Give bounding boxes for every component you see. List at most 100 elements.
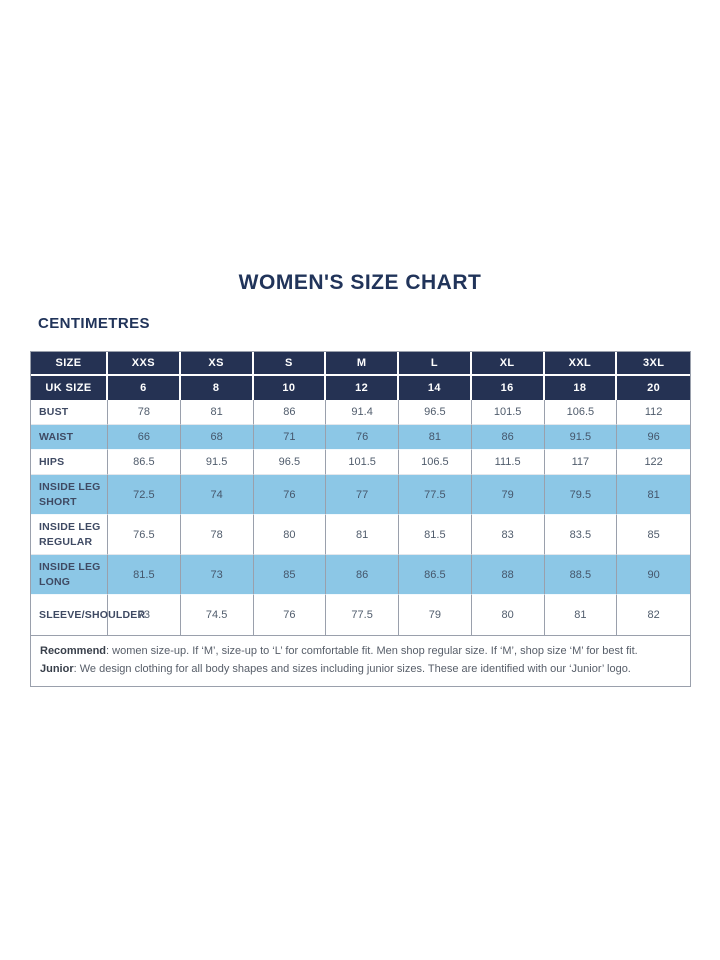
measurement-cell: 86.5 bbox=[399, 555, 472, 595]
table-row: INSIDE LEG SHORT 72.5 74 76 77 77.5 79 79.5 81 bbox=[31, 475, 690, 515]
measurement-cell: 73 bbox=[180, 555, 254, 595]
measurement-cell: 85 bbox=[617, 515, 690, 555]
measurement-cell: 96.5 bbox=[399, 400, 472, 425]
size-column-header: XL bbox=[471, 352, 545, 376]
row-label: SLEEVE/SHOULDER bbox=[31, 595, 145, 635]
size-column-header: 6 bbox=[108, 376, 181, 400]
row-label: HIPS bbox=[31, 450, 108, 475]
note-recommend-text: : women size-up. If ‘M’, size-up to ‘L’ … bbox=[106, 645, 638, 657]
size-column-header: 8 bbox=[180, 376, 254, 400]
measurement-cell: 86 bbox=[253, 400, 327, 425]
size-column-header: 16 bbox=[471, 376, 545, 400]
row-label: WAIST bbox=[31, 425, 108, 450]
measurement-cell: 96 bbox=[617, 425, 690, 450]
size-column-header: XXL bbox=[544, 352, 618, 376]
table-row: BUST 78 81 86 91.4 96.5 101.5 106.5 112 bbox=[31, 400, 690, 425]
size-column-header: L bbox=[399, 352, 472, 376]
measurement-cell: 73 bbox=[108, 595, 181, 635]
measurement-cell: 74.5 bbox=[180, 595, 254, 635]
measurement-cell: 90 bbox=[617, 555, 690, 595]
measurement-cell: 77.5 bbox=[399, 475, 472, 515]
measurement-cell: 78 bbox=[180, 515, 254, 555]
measurement-cell: 79.5 bbox=[544, 475, 618, 515]
measurement-cell: 76.5 bbox=[108, 515, 181, 555]
size-column-header: 3XL bbox=[617, 352, 690, 376]
header-row-label: SIZE bbox=[31, 352, 108, 376]
fit-notes: Recommend: women size-up. If ‘M’, size-u… bbox=[31, 635, 690, 686]
measurement-cell: 79 bbox=[471, 475, 545, 515]
measurement-cell: 76 bbox=[253, 475, 327, 515]
note-junior-label: Junior bbox=[40, 662, 74, 675]
page-title: WOMEN'S SIZE CHART bbox=[238, 271, 482, 294]
table-body: BUST 78 81 86 91.4 96.5 101.5 106.5 112 WAIST 66 68… bbox=[31, 400, 690, 635]
measurement-cell: 77 bbox=[326, 475, 399, 515]
units-label: CENTIMETRES bbox=[38, 315, 150, 332]
measurement-cell: 83.5 bbox=[544, 515, 618, 555]
measurement-cell: 83 bbox=[471, 515, 545, 555]
size-chart-box: SIZE XXS XS S M L XL XXL 3XL UK SIZE 6 8 10 12 14 16 18 2… bbox=[30, 351, 691, 688]
measurement-cell: 111.5 bbox=[471, 450, 545, 475]
measurement-cell: 86.5 bbox=[108, 450, 181, 475]
size-column-header: 14 bbox=[399, 376, 472, 400]
table-row: INSIDE LEG LONG 81.5 73 85 86 86.5 88 88.5 90 bbox=[31, 555, 690, 595]
header-row-label: UK SIZE bbox=[31, 376, 108, 400]
measurement-cell: 68 bbox=[180, 425, 254, 450]
measurement-cell: 101.5 bbox=[326, 450, 399, 475]
row-label: INSIDE LEG REGULAR bbox=[31, 515, 108, 555]
measurement-cell: 76 bbox=[326, 425, 399, 450]
measurement-cell: 80 bbox=[471, 595, 545, 635]
size-header-row: SIZE XXS XS S M L XL XXL 3XL bbox=[31, 352, 690, 376]
size-column-header: S bbox=[253, 352, 327, 376]
measurement-cell: 81 bbox=[544, 595, 618, 635]
measurement-cell: 88.5 bbox=[544, 555, 618, 595]
measurement-cell: 81 bbox=[617, 475, 690, 515]
measurement-cell: 80 bbox=[253, 515, 327, 555]
measurement-cell: 88 bbox=[471, 555, 545, 595]
measurement-cell: 74 bbox=[180, 475, 254, 515]
note-recommend-label: Recommend bbox=[40, 645, 107, 657]
measurement-cell: 106.5 bbox=[544, 400, 618, 425]
measurement-cell: 91.5 bbox=[544, 425, 618, 450]
measurement-cell: 81.5 bbox=[108, 555, 181, 595]
measurement-cell: 81.5 bbox=[399, 515, 472, 555]
measurement-cell: 76 bbox=[253, 595, 327, 635]
size-column-header: XXS bbox=[108, 352, 181, 376]
measurement-cell: 86 bbox=[326, 555, 399, 595]
measurement-cell: 96.5 bbox=[253, 450, 327, 475]
measurement-cell: 81 bbox=[399, 425, 472, 450]
measurement-cell: 71 bbox=[253, 425, 327, 450]
measurement-cell: 82 bbox=[617, 595, 690, 635]
measurement-cell: 81 bbox=[180, 400, 254, 425]
table-row: HIPS 86.5 91.5 96.5 101.5 106.5 111.5 117 122 bbox=[31, 450, 690, 475]
size-column-header: M bbox=[326, 352, 399, 376]
size-chart-table: SIZE XXS XS S M L XL XXL 3XL UK SIZE 6 8 10 12 14 16 18 2… bbox=[31, 352, 690, 635]
table-row: INSIDE LEG REGULAR 76.5 78 80 81 81.5 83 83.5 85 bbox=[31, 515, 690, 555]
note-recommend: Recommend: women size-up. If ‘M’, size-u… bbox=[40, 643, 681, 661]
size-column-header: 20 bbox=[617, 376, 690, 400]
measurement-cell: 72.5 bbox=[108, 475, 181, 515]
size-column-header: 10 bbox=[253, 376, 327, 400]
measurement-cell: 117 bbox=[544, 450, 618, 475]
size-column-header: 18 bbox=[544, 376, 618, 400]
table-head: SIZE XXS XS S M L XL XXL 3XL UK SIZE 6 8 10 12 14 16 18 2… bbox=[31, 352, 690, 400]
measurement-cell: 106.5 bbox=[399, 450, 472, 475]
measurement-cell: 86 bbox=[471, 425, 545, 450]
measurement-cell: 85 bbox=[253, 555, 327, 595]
measurement-cell: 81 bbox=[326, 515, 399, 555]
row-label: BUST bbox=[31, 400, 108, 425]
note-junior-text: : We design clothing for all body shapes… bbox=[73, 662, 631, 675]
measurement-cell: 77.5 bbox=[326, 595, 399, 635]
note-junior: Junior: We design clothing for all body … bbox=[40, 661, 681, 679]
measurement-cell: 91.5 bbox=[180, 450, 254, 475]
table-row: SLEEVE/SHOULDER 73 74.5 76 77.5 79 80 81 82 bbox=[31, 595, 690, 635]
measurement-cell: 66 bbox=[108, 425, 181, 450]
measurement-cell: 101.5 bbox=[471, 400, 545, 425]
measurement-cell: 91.4 bbox=[326, 400, 399, 425]
table-row: WAIST 66 68 71 76 81 86 91.5 96 bbox=[31, 425, 690, 450]
row-label: INSIDE LEG SHORT bbox=[31, 475, 108, 515]
measurement-cell: 112 bbox=[617, 400, 690, 425]
size-column-header: 12 bbox=[326, 376, 399, 400]
size-column-header: XS bbox=[180, 352, 254, 376]
measurement-cell: 78 bbox=[108, 400, 181, 425]
